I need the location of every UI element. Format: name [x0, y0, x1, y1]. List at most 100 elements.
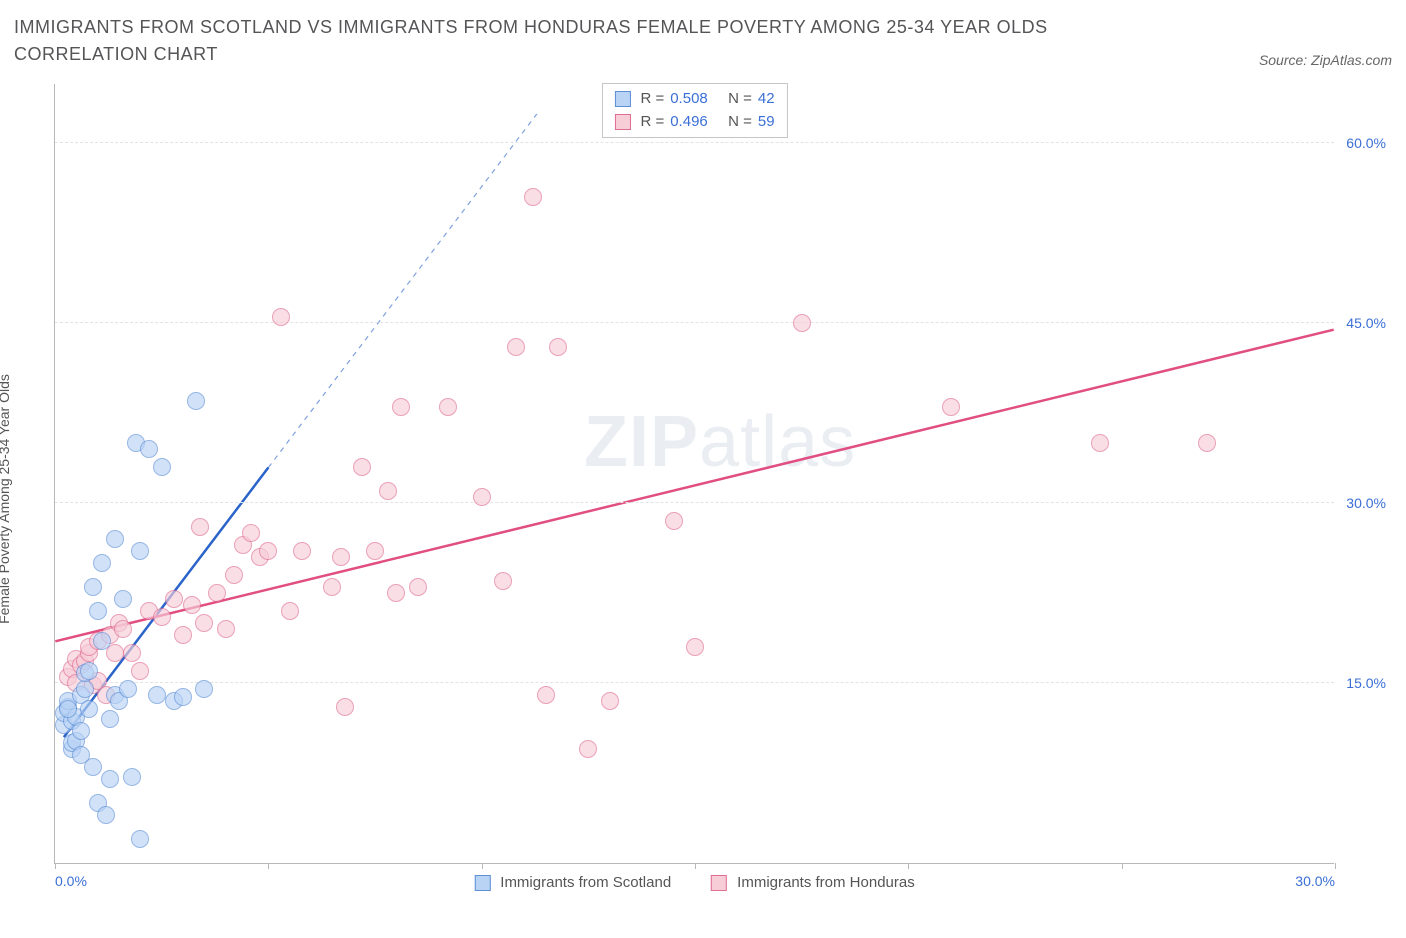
data-point-honduras: [353, 458, 371, 476]
data-point-scotland: [76, 680, 94, 698]
data-point-honduras: [366, 542, 384, 560]
swatch-honduras: [711, 875, 727, 891]
data-point-scotland: [72, 722, 90, 740]
data-point-honduras: [387, 584, 405, 602]
data-point-scotland: [131, 542, 149, 560]
swatch-scotland: [474, 875, 490, 891]
legend-item-honduras: Immigrants from Honduras: [711, 874, 915, 891]
data-point-honduras: [439, 398, 457, 416]
data-point-honduras: [524, 188, 542, 206]
data-point-honduras: [123, 644, 141, 662]
y-axis-label: Female Poverty Among 25-34 Year Olds: [0, 374, 12, 624]
data-point-scotland: [131, 830, 149, 848]
stats-legend-box: R = 0.508 N = 42 R = 0.496 N = 59: [601, 83, 787, 138]
data-point-scotland: [89, 602, 107, 620]
data-point-scotland: [84, 578, 102, 596]
r-value-honduras: 0.496: [670, 111, 708, 134]
data-point-scotland: [101, 710, 119, 728]
data-point-scotland: [119, 680, 137, 698]
data-point-honduras: [259, 542, 277, 560]
legend-label-scotland: Immigrants from Scotland: [500, 874, 671, 891]
r-label: R =: [640, 88, 664, 111]
data-point-scotland: [93, 554, 111, 572]
chart-title: IMMIGRANTS FROM SCOTLAND VS IMMIGRANTS F…: [14, 14, 1134, 68]
data-point-scotland: [101, 770, 119, 788]
data-point-honduras: [494, 572, 512, 590]
data-point-honduras: [225, 566, 243, 584]
y-tick-label: 30.0%: [1346, 495, 1386, 511]
data-point-scotland: [187, 392, 205, 410]
data-point-scotland: [59, 700, 77, 718]
r-value-scotland: 0.508: [670, 88, 708, 111]
x-tick: [482, 863, 483, 869]
x-tick: [1335, 863, 1336, 869]
data-point-scotland: [84, 758, 102, 776]
data-point-honduras: [549, 338, 567, 356]
watermark: ZIPatlas: [584, 401, 856, 483]
data-point-honduras: [409, 578, 427, 596]
data-point-honduras: [323, 578, 341, 596]
data-point-scotland: [114, 590, 132, 608]
data-point-scotland: [153, 458, 171, 476]
data-point-scotland: [80, 700, 98, 718]
y-tick-label: 15.0%: [1346, 675, 1386, 691]
swatch-honduras: [614, 114, 630, 130]
bottom-legend: Immigrants from Scotland Immigrants from…: [474, 874, 914, 891]
data-point-honduras: [392, 398, 410, 416]
data-point-scotland: [195, 680, 213, 698]
data-point-honduras: [336, 698, 354, 716]
data-point-honduras: [793, 314, 811, 332]
n-value-scotland: 42: [758, 88, 775, 111]
data-point-scotland: [106, 530, 124, 548]
y-tick-label: 45.0%: [1346, 315, 1386, 331]
data-point-honduras: [1091, 434, 1109, 452]
r-label: R =: [640, 111, 664, 134]
gridline: [55, 322, 1334, 323]
data-point-scotland: [93, 632, 111, 650]
n-label: N =: [728, 111, 752, 134]
stats-row-scotland: R = 0.508 N = 42: [614, 88, 774, 111]
gridline: [55, 682, 1334, 683]
y-tick-label: 60.0%: [1346, 135, 1386, 151]
data-point-honduras: [174, 626, 192, 644]
x-tick-label: 30.0%: [1295, 873, 1335, 889]
legend-item-scotland: Immigrants from Scotland: [474, 874, 671, 891]
x-tick: [1122, 863, 1123, 869]
data-point-honduras: [665, 512, 683, 530]
gridline: [55, 142, 1334, 143]
x-tick: [268, 863, 269, 869]
x-tick: [908, 863, 909, 869]
data-point-honduras: [293, 542, 311, 560]
data-point-scotland: [140, 440, 158, 458]
data-point-honduras: [281, 602, 299, 620]
x-tick: [55, 863, 56, 869]
data-point-honduras: [272, 308, 290, 326]
plot-area: ZIPatlas R = 0.508 N = 42 R = 0.496 N = …: [54, 84, 1334, 864]
data-point-honduras: [1198, 434, 1216, 452]
data-point-honduras: [153, 608, 171, 626]
data-point-honduras: [165, 590, 183, 608]
data-point-honduras: [191, 518, 209, 536]
n-label: N =: [728, 88, 752, 111]
watermark-rest: atlas: [699, 402, 856, 482]
x-tick: [695, 863, 696, 869]
swatch-scotland: [614, 91, 630, 107]
gridline: [55, 502, 1334, 503]
source-label: Source: ZipAtlas.com: [1259, 52, 1392, 68]
chart-container: Female Poverty Among 25-34 Year Olds ZIP…: [14, 74, 1392, 924]
data-point-honduras: [242, 524, 260, 542]
data-point-scotland: [148, 686, 166, 704]
x-tick-label: 0.0%: [55, 873, 87, 889]
data-point-honduras: [473, 488, 491, 506]
data-point-honduras: [537, 686, 555, 704]
stats-row-honduras: R = 0.496 N = 59: [614, 111, 774, 134]
data-point-honduras: [601, 692, 619, 710]
header-row: IMMIGRANTS FROM SCOTLAND VS IMMIGRANTS F…: [14, 14, 1392, 68]
data-point-honduras: [942, 398, 960, 416]
data-point-scotland: [123, 768, 141, 786]
data-point-honduras: [686, 638, 704, 656]
data-point-honduras: [379, 482, 397, 500]
data-point-honduras: [332, 548, 350, 566]
data-point-honduras: [208, 584, 226, 602]
data-point-honduras: [183, 596, 201, 614]
